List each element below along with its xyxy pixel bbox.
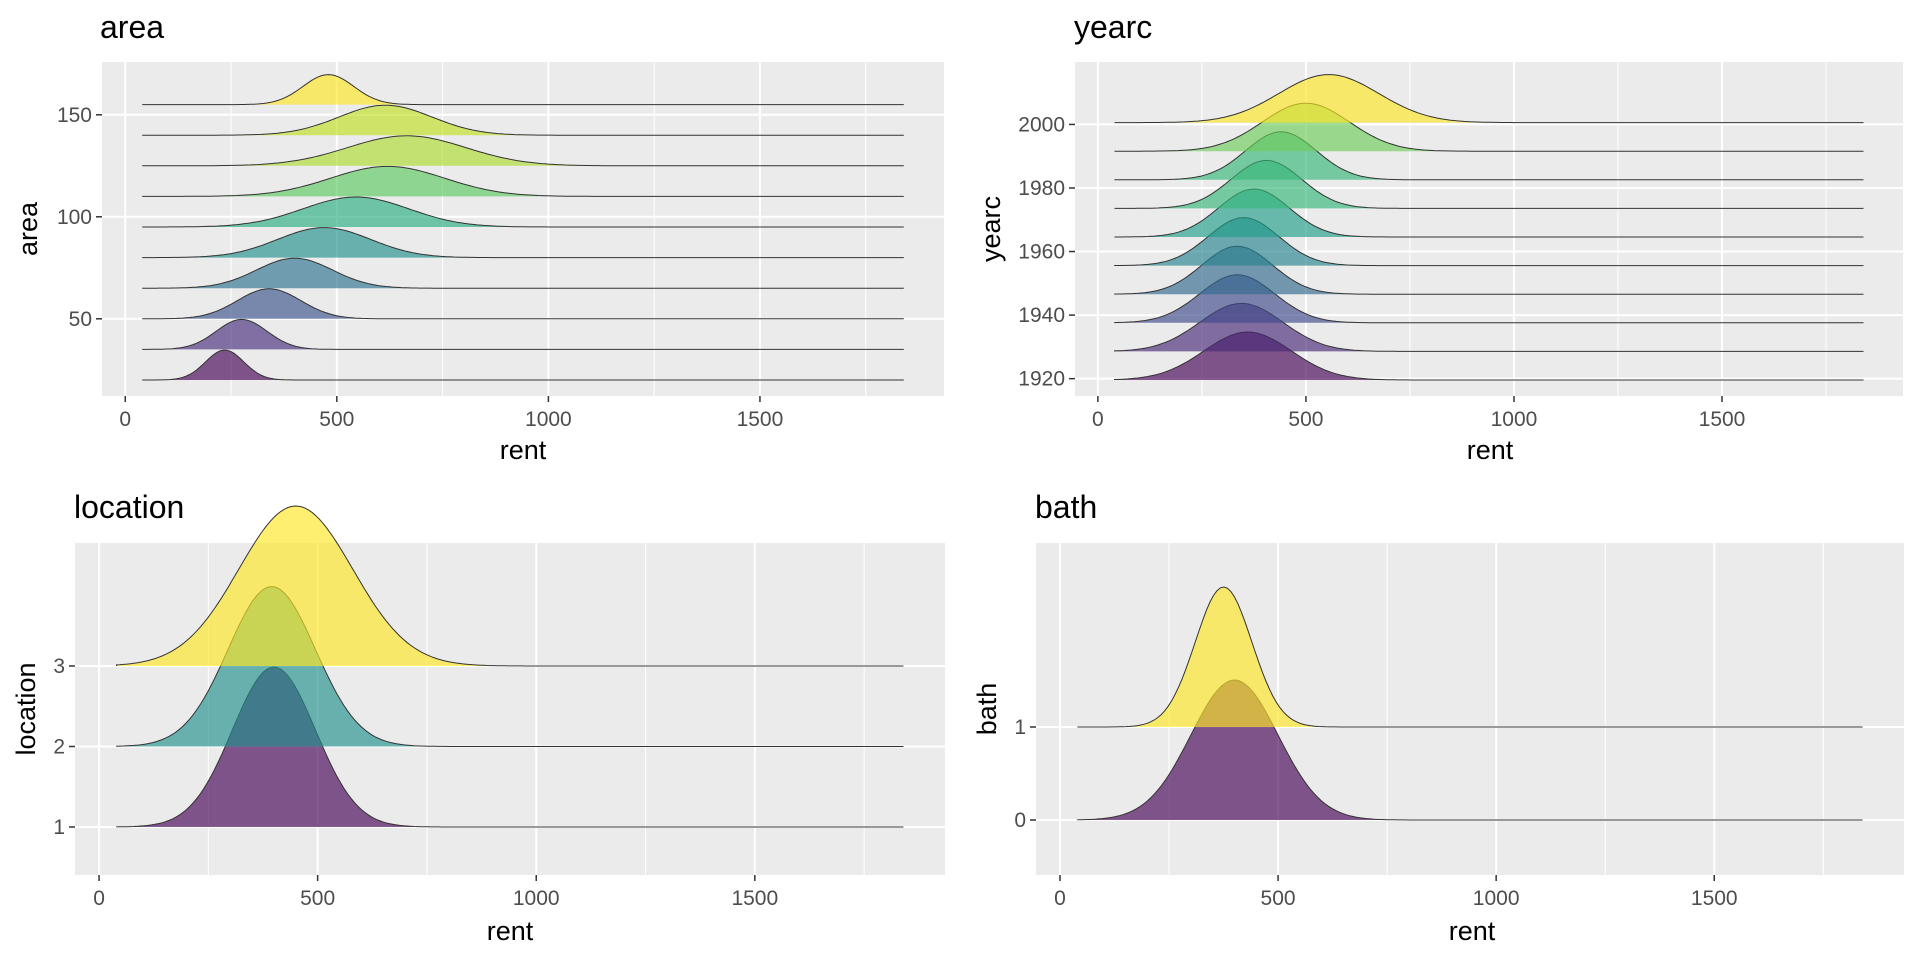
ridge-line — [142, 349, 904, 381]
y-tick-label: 2 — [53, 736, 65, 759]
x-tick-label: 1500 — [1699, 408, 1746, 431]
y-tick-label: 1 — [53, 816, 65, 839]
x-axis-title: rent — [487, 916, 534, 946]
ridge-area — [116, 586, 904, 747]
x-tick-label: 0 — [119, 408, 131, 431]
x-tick-label: 0 — [1092, 408, 1104, 431]
y-axis-title: location — [11, 662, 41, 755]
ridge-area — [142, 135, 904, 166]
ridge-area — [1114, 303, 1864, 352]
ridge-area — [1114, 189, 1864, 237]
panel-bath: bath 0 500 1000 1500 0 1 rent bath — [972, 489, 1904, 946]
y-tick-label: 1960 — [1018, 241, 1065, 264]
y-tick-label: 0 — [1014, 809, 1026, 832]
ridge-area — [142, 258, 904, 289]
x-tick-label: 1000 — [525, 408, 572, 431]
ridge-area — [1077, 680, 1863, 820]
panel-area: area 0 500 1000 1500 50 100 150 rent area — [13, 9, 944, 465]
ridge-area — [116, 667, 904, 827]
ridge-area — [1114, 274, 1864, 323]
ridge-line — [142, 257, 904, 289]
panel-title: yearc — [1074, 9, 1152, 45]
ridge-area — [1114, 332, 1864, 380]
ridge-area — [142, 319, 904, 350]
y-tick-label: 2000 — [1018, 113, 1065, 136]
y-tick-label: 100 — [57, 206, 92, 229]
y-tick-label: 1920 — [1018, 368, 1065, 391]
y-axis-title: yearc — [976, 196, 1006, 262]
panel-title: bath — [1035, 489, 1097, 525]
x-tick-label: 0 — [93, 887, 105, 910]
x-tick-label: 1500 — [737, 408, 784, 431]
ridge-area — [1077, 587, 1863, 727]
ridge-line — [1114, 74, 1864, 124]
ridge-line — [142, 227, 904, 259]
ridge-area — [1114, 74, 1864, 123]
ridge-area — [142, 227, 904, 258]
x-tick-label: 500 — [319, 408, 354, 431]
x-tick-label: 1000 — [1473, 887, 1520, 910]
x-axis-title: rent — [1467, 435, 1514, 465]
x-tick-label: 1000 — [1491, 408, 1538, 431]
ridge-area — [142, 288, 904, 319]
x-axis-title: rent — [500, 435, 547, 465]
y-axis-title: bath — [972, 683, 1002, 736]
y-tick-label: 1940 — [1018, 304, 1065, 327]
ridge-area — [142, 74, 904, 105]
panel-yearc: yearc 0 500 1000 1500 1920 1940 1960 1980 2000 r… — [976, 9, 1903, 465]
x-axis-title: rent — [1449, 916, 1496, 946]
panel-title: location — [74, 489, 184, 525]
y-axis-title: area — [13, 201, 43, 256]
x-tick-label: 1000 — [513, 887, 560, 910]
ridge-area — [116, 506, 904, 666]
ridge-line — [142, 74, 904, 106]
ridge-area — [142, 350, 904, 380]
ridge-line — [142, 196, 904, 228]
y-tick-label: 1980 — [1018, 177, 1065, 200]
panel-location: location 0 500 1000 1500 1 2 3 rent location — [11, 489, 945, 946]
ridge-line — [142, 135, 904, 167]
ridge-line — [142, 104, 904, 136]
panel-title: area — [100, 9, 164, 45]
ridge-line — [1077, 586, 1863, 728]
x-tick-label: 500 — [1288, 408, 1323, 431]
y-tick-label: 3 — [53, 655, 65, 678]
ridge-line — [116, 505, 904, 667]
x-tick-label: 0 — [1054, 887, 1066, 910]
x-tick-label: 500 — [1261, 887, 1296, 910]
y-tick-label: 50 — [69, 308, 92, 331]
ridge-area — [142, 105, 904, 136]
ridge-area — [142, 166, 904, 197]
x-tick-label: 500 — [300, 887, 335, 910]
ridge-area — [1114, 246, 1864, 295]
ridge-line — [142, 288, 904, 320]
ridge-line — [142, 165, 904, 197]
ridge-area — [142, 197, 904, 227]
ridge-area — [1114, 160, 1864, 209]
y-tick-label: 150 — [57, 104, 92, 127]
ridge-line — [142, 318, 904, 350]
x-tick-label: 1500 — [1691, 887, 1738, 910]
ridge-line — [1114, 102, 1864, 152]
ridge-line — [1114, 131, 1864, 181]
x-tick-label: 1500 — [731, 887, 778, 910]
y-tick-label: 1 — [1014, 716, 1026, 739]
